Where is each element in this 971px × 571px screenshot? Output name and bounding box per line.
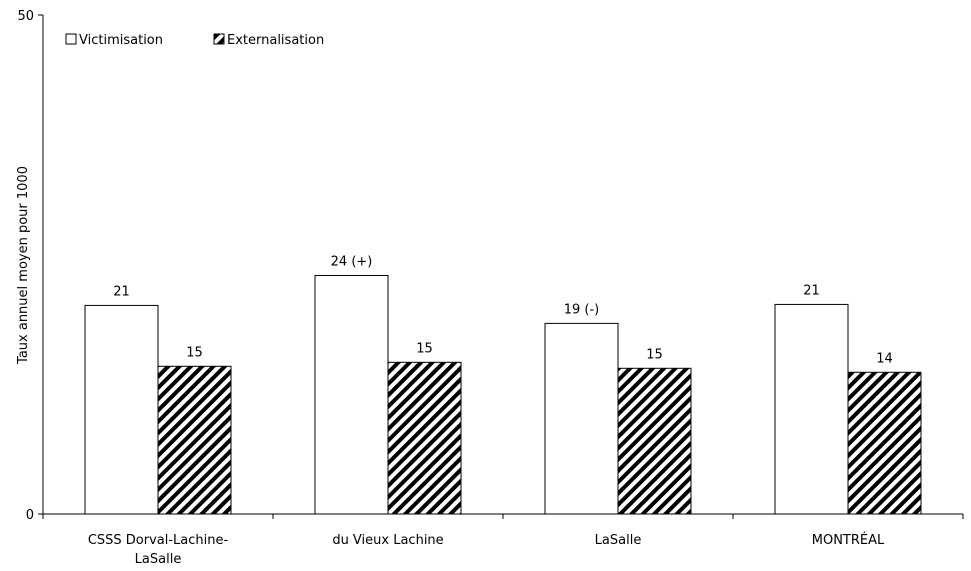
victimisation-legend-swatch	[65, 33, 77, 45]
externalisation-bar	[617, 367, 692, 515]
bar-value-label: 14	[876, 351, 893, 366]
externalisation-bar	[847, 371, 922, 515]
externalisation-legend-swatch	[213, 33, 225, 45]
victimisation-bar	[774, 303, 849, 515]
bar-value-label: 15	[416, 341, 433, 356]
chart-bars	[84, 274, 922, 515]
bar-value-label: 24 (+)	[331, 254, 373, 269]
x-tick-label: MONTRÉAL	[812, 532, 885, 548]
chart-data-labels: 21 24 (+) 19 (-) 21 15 15 15 14	[113, 254, 893, 366]
y-axis-label: Taux annuel moyen pour 1000	[16, 166, 31, 365]
bar-value-label: 19 (-)	[564, 302, 600, 317]
bar-value-label: 21	[803, 283, 820, 298]
externalisation-bar	[157, 365, 232, 515]
bar-value-label: 15	[186, 345, 203, 360]
legend-label: Victimisation	[79, 33, 163, 48]
legend-label: Externalisation	[227, 33, 324, 48]
victimisation-bar	[314, 274, 389, 515]
externalisation-bar	[387, 361, 462, 515]
x-tick-label: du Vieux Lachine	[332, 533, 443, 548]
bar-value-label: 15	[646, 347, 663, 362]
victimisation-bar	[84, 304, 159, 515]
x-tick-label: LaSalle	[595, 533, 642, 548]
y-tick-label: 0	[26, 508, 34, 523]
victimisation-bar	[544, 322, 619, 515]
y-tick-label: 50	[17, 9, 34, 24]
x-tick-label: CSSS Dorval-Lachine-LaSalle	[88, 533, 229, 567]
chart-legend: Victimisation Externalisation	[65, 33, 324, 48]
bar-value-label: 21	[113, 284, 130, 299]
x-axis-tick-labels: CSSS Dorval-Lachine-LaSalle du Vieux Lach…	[88, 532, 885, 567]
